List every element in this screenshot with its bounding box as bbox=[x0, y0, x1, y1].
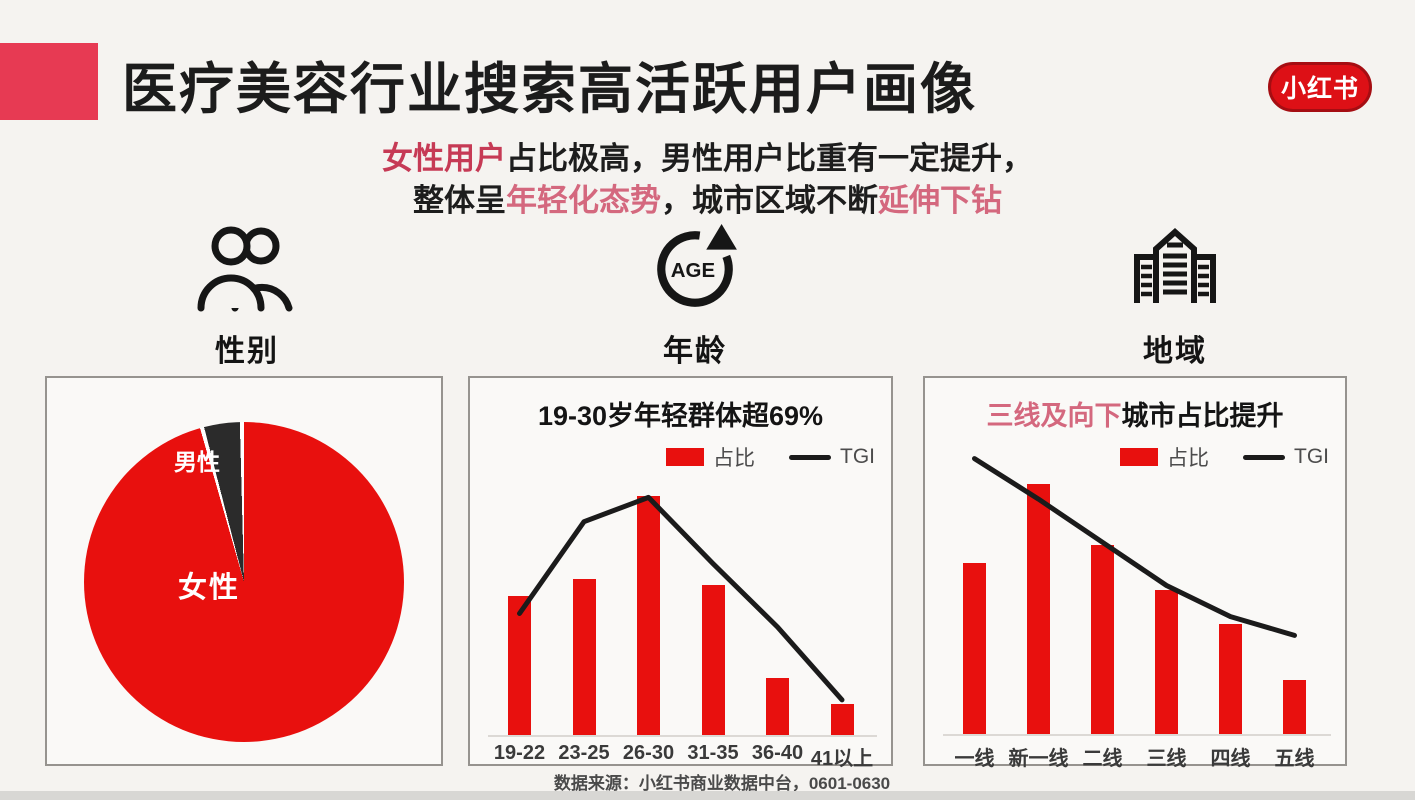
bar-占比 bbox=[572, 579, 596, 735]
legend-line-swatch bbox=[789, 454, 831, 460]
xiaohongshu-logo: 小红书 bbox=[1268, 62, 1372, 112]
x-axis-label: 23-25 bbox=[558, 742, 610, 764]
tgi-line-svg bbox=[517, 494, 845, 703]
x-axis-label: 四线 bbox=[1210, 748, 1251, 770]
region-title-highlight: 三线及向下 bbox=[986, 401, 1122, 431]
section-header-age: AGE 年龄 bbox=[595, 222, 795, 370]
age-cycle-icon: AGE bbox=[657, 224, 737, 307]
x-axis-label: 三线 bbox=[1146, 748, 1187, 770]
x-axis-label: 26-30 bbox=[622, 742, 675, 764]
x-axis-label: 31-35 bbox=[687, 742, 739, 764]
bar-占比 bbox=[508, 596, 531, 735]
age-chart-title: 19-30岁年轻群体超69% bbox=[537, 401, 824, 431]
pie-label-female: 女性 bbox=[177, 572, 241, 604]
legend-bar-swatch bbox=[666, 448, 704, 466]
tgi-line bbox=[517, 494, 845, 703]
region-title-rest: 城市占比提升 bbox=[1121, 401, 1284, 431]
section-label-region: 地域 bbox=[1143, 335, 1207, 368]
xiaohongshu-logo-text: 小红书 bbox=[1280, 75, 1359, 103]
bar-占比 bbox=[830, 704, 854, 735]
age-bar-line-chart: 19-22 23-25 26-30 31-35 36-40 41以上 bbox=[470, 378, 891, 770]
subtitle-line-2: 整体呈年轻化态势，城市区域不断延伸下钻 bbox=[0, 180, 1415, 222]
bar-占比 bbox=[963, 563, 986, 734]
subtitle: 女性用户占比极高，男性用户比重有一定提升， 整体呈年轻化态势，城市区域不断延伸下… bbox=[0, 138, 1415, 222]
bottom-edge-strip bbox=[0, 791, 1415, 800]
subtitle-line-1: 女性用户占比极高，男性用户比重有一定提升， bbox=[0, 138, 1415, 180]
subtitle-text-1: 占比极高，男性用户比重有一定提升， bbox=[506, 141, 1033, 176]
subtitle-highlight-female: 女性用户 bbox=[382, 141, 506, 176]
x-axis-label: 19-22 bbox=[493, 742, 546, 764]
age-chart-legend: 占比 TGI bbox=[666, 442, 875, 472]
section-header-gender: 性别 bbox=[147, 222, 347, 370]
x-axis-label: 二线 bbox=[1082, 748, 1123, 770]
region-panel: 三线及向下城市占比提升 占比 TGI 一线 新一线 二线 三线 四线 五线 bbox=[923, 376, 1347, 770]
x-axis-line bbox=[488, 735, 877, 737]
subtitle-text-2a: 整体呈 bbox=[413, 183, 506, 218]
data-source-note: 数据来源：小红书商业数据中台，0601-0630 bbox=[553, 774, 891, 793]
x-axis-label: 新一线 bbox=[1008, 748, 1069, 770]
x-axis-label: 36-40 bbox=[751, 742, 804, 764]
region-chart-title: 三线及向下城市占比提升 bbox=[925, 394, 1345, 433]
bar-占比 bbox=[1283, 680, 1306, 734]
pie-label-male: 男性 bbox=[174, 449, 220, 475]
bar-占比 bbox=[701, 584, 725, 735]
section-label-gender: 性别 bbox=[215, 335, 279, 368]
legend-label-tgi: TGI bbox=[1294, 445, 1329, 468]
gender-pie-chart bbox=[84, 422, 404, 742]
subtitle-text-2b: ，城市区域不断 bbox=[661, 183, 878, 218]
bar-占比 bbox=[766, 677, 789, 735]
bar-占比 bbox=[637, 495, 660, 735]
page-title: 医疗美容行业搜索高活跃用户画像 bbox=[122, 58, 978, 120]
section-label-age: 年龄 bbox=[663, 335, 727, 368]
tgi-line bbox=[972, 456, 1297, 638]
bar-占比 bbox=[1027, 483, 1050, 734]
tgi-line-svg bbox=[972, 456, 1297, 638]
age-panel: 19-30岁年轻群体超69% 占比 TGI 19-22 23-25 26-30 31-… bbox=[468, 376, 893, 770]
x-axis-label: 41以上 bbox=[810, 748, 874, 770]
x-axis-label: 一线 bbox=[954, 748, 995, 770]
gender-panel: 男性 女性 bbox=[45, 376, 443, 766]
buildings-icon bbox=[1134, 227, 1216, 303]
bar-占比 bbox=[1219, 624, 1242, 734]
legend-label-share: 占比 bbox=[713, 447, 755, 470]
title-accent-block bbox=[0, 43, 98, 120]
people-icon bbox=[197, 226, 293, 312]
subtitle-highlight-younger: 年轻化态势 bbox=[506, 183, 661, 218]
section-header-region: 地域 bbox=[1075, 222, 1275, 370]
region-bar-line-chart: 一线 新一线 二线 三线 四线 五线 bbox=[925, 378, 1345, 770]
bar-占比 bbox=[1091, 545, 1114, 734]
age-icon-text: AGE bbox=[671, 259, 715, 282]
bar-占比 bbox=[1155, 590, 1178, 734]
x-axis-line bbox=[943, 734, 1331, 736]
subtitle-highlight-drilldown: 延伸下钻 bbox=[878, 183, 1002, 218]
x-axis-label: 五线 bbox=[1274, 748, 1315, 770]
legend-label-tgi: TGI bbox=[840, 445, 875, 468]
